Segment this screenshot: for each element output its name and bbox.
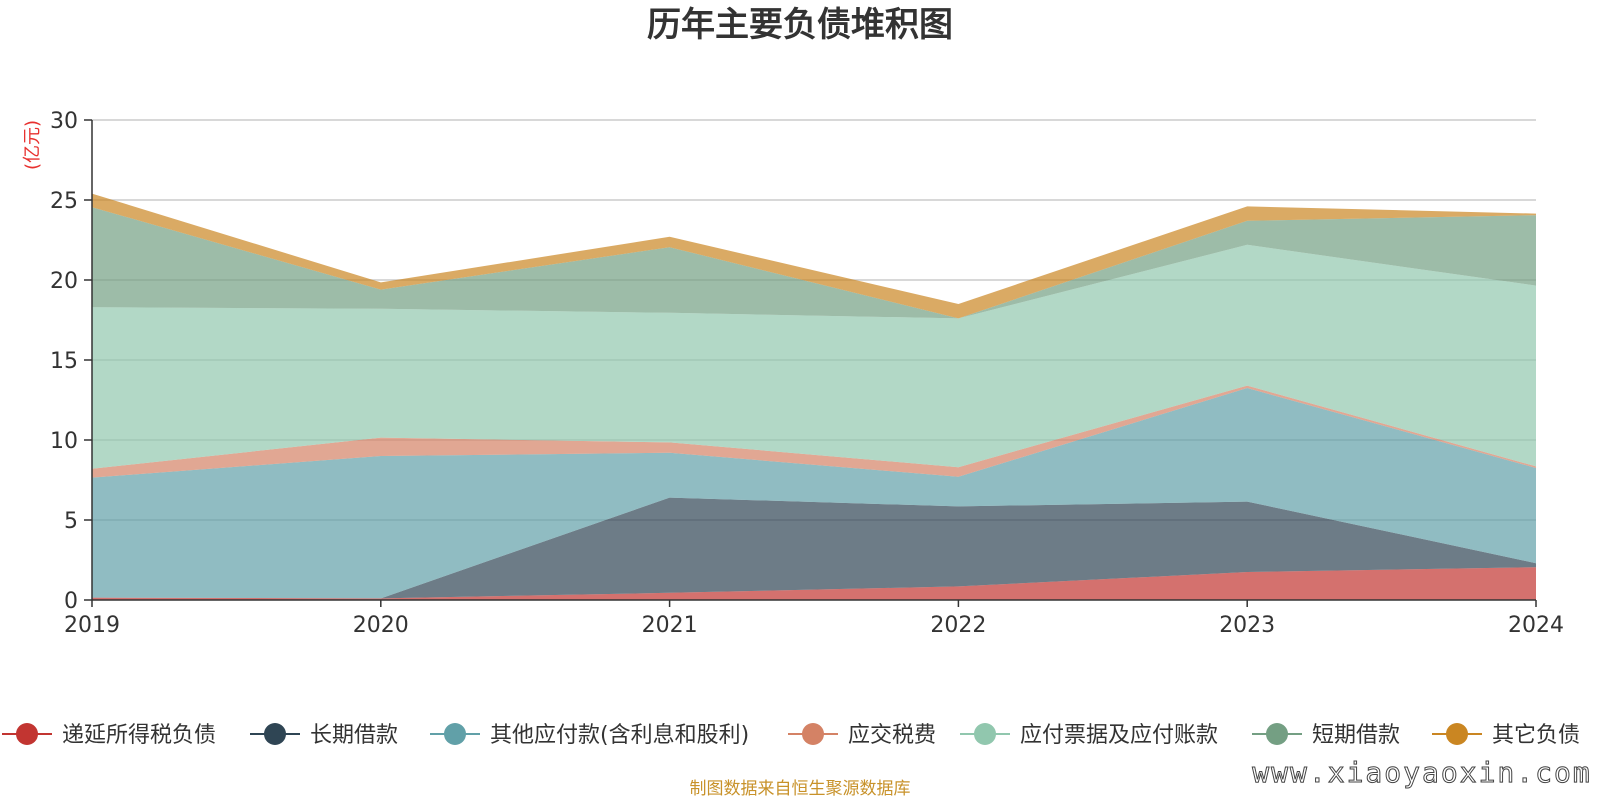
x-tick-label: 2020	[353, 613, 409, 638]
watermark: www.xiaoyaoxin.com	[1252, 756, 1591, 789]
x-tick-label: 2022	[930, 613, 986, 638]
area-series-4	[92, 244, 1536, 469]
legend-marker-icon	[264, 723, 286, 745]
legend-label: 递延所得税负债	[62, 723, 216, 748]
legend-marker-icon	[974, 723, 996, 745]
legend-label: 应交税费	[848, 723, 936, 748]
legend-label: 应付票据及应付账款	[1020, 723, 1218, 748]
legend-item-5[interactable]: 短期借款	[1252, 723, 1400, 748]
area-series-1	[92, 497, 1536, 599]
area-series	[92, 193, 1536, 600]
y-tick-label: 10	[50, 429, 78, 454]
x-tick-label: 2019	[64, 613, 120, 638]
y-tick-label: 25	[50, 189, 78, 214]
area-series-0	[92, 567, 1536, 600]
legend-marker-icon	[1446, 723, 1468, 745]
legend-label: 其它负债	[1492, 723, 1580, 748]
y-tick-label: 30	[50, 109, 78, 134]
legend-item-3[interactable]: 应交税费	[788, 723, 936, 748]
y-tick-label: 20	[50, 269, 78, 294]
legend-item-4[interactable]: 应付票据及应付账款	[960, 723, 1218, 748]
legend-label: 长期借款	[310, 723, 398, 748]
axes: 0 5 10 15 20 25 30 2019 2020 2021 2022 2023 2024	[50, 109, 1564, 638]
y-axis-unit-label: (亿元)	[22, 120, 43, 170]
legend-marker-icon	[1266, 723, 1288, 745]
legend-marker-icon	[802, 723, 824, 745]
chart-title: 历年主要负债堆积图	[647, 5, 953, 45]
legend-item-6[interactable]: 其它负债	[1432, 723, 1580, 748]
data-source-note: 制图数据来自恒生聚源数据库	[690, 779, 911, 799]
legend-item-2[interactable]: 其他应付款(含利息和股利)	[430, 723, 749, 748]
x-tick-label: 2021	[642, 613, 698, 638]
area-series-2	[92, 388, 1536, 599]
y-tick-label: 15	[50, 349, 78, 374]
area-series-5	[92, 207, 1536, 319]
legend-item-0[interactable]: 递延所得税负债	[2, 723, 216, 748]
area-series-3	[92, 385, 1536, 478]
legend-label: 短期借款	[1312, 723, 1400, 748]
legend-marker-icon	[444, 723, 466, 745]
y-tick-label: 5	[64, 509, 78, 534]
y-tick-label: 0	[64, 589, 78, 614]
x-tick-label: 2024	[1508, 613, 1564, 638]
legend: 递延所得税负债 长期借款 其他应付款(含利息和股利) 应交税费 应付票据及应付账款 短期借…	[2, 723, 1580, 748]
legend-label: 其他应付款(含利息和股利)	[490, 723, 749, 748]
x-tick-label: 2023	[1219, 613, 1275, 638]
legend-item-1[interactable]: 长期借款	[250, 723, 398, 748]
legend-marker-icon	[16, 723, 38, 745]
